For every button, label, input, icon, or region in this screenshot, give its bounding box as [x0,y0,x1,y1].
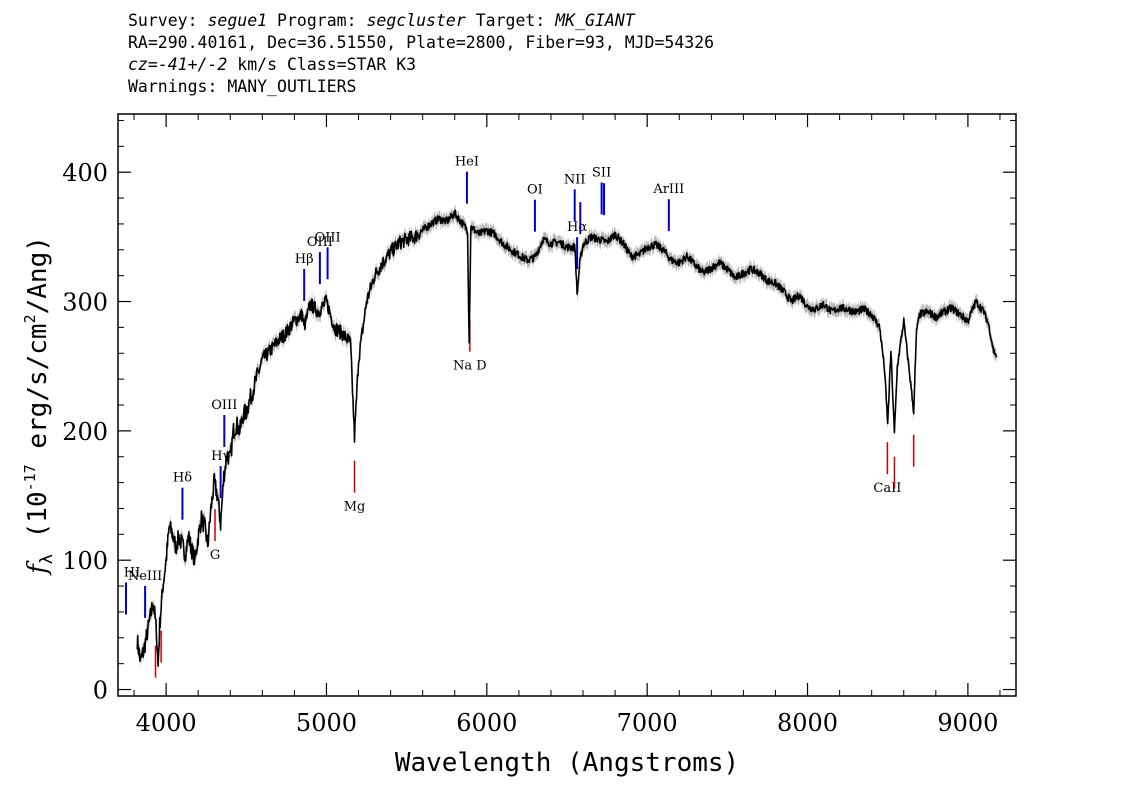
y-tick-label: 300 [62,289,108,317]
y-tick-label: 100 [62,547,108,575]
emission-line-label: Hδ [173,471,192,486]
emission-line-label: OIII [307,235,333,250]
header-line-1: Survey: segue1 Program: segcluster Targe… [128,10,714,32]
emission-line-label: OIII [211,398,237,413]
emission-line-label: HeI [455,155,479,170]
absorption-line-label: CaII [873,481,901,496]
target-label: Target: [475,11,546,30]
absorption-line-label: G [210,548,220,563]
axis-ticks: 4000 5000 6000 7000 8000 9000 0 100 200 300 400 [62,114,1016,737]
emission-line-label: NII [564,172,586,187]
survey-value: segue1 [207,11,268,30]
spectrum-series-line [136,209,998,667]
spectrum-header: Survey: segue1 Program: segcluster Targe… [128,10,714,98]
y-axis-title-text: fλ (10-17 erg/s/cm2/Ang) [21,236,57,576]
x-axis-title: Wavelength (Angstroms) [395,748,739,778]
emission-line-label: OI [527,183,543,198]
program-label: Program: [277,11,357,30]
x-tick-label: 7000 [617,709,678,737]
target-value: MK_GIANT [555,11,635,30]
error-band [137,203,997,673]
survey-label: Survey: [128,11,198,30]
header-line-2: RA=290.40161, Dec=36.51550, Plate=2800, … [128,33,715,52]
x-tick-label: 5000 [296,709,357,737]
warnings-line: Warnings: MANY_OUTLIERS [128,77,357,96]
y-tick-label: 400 [62,159,108,187]
absorption-line-label: Mg [344,500,366,515]
emission-line-label: OIII [315,230,341,245]
x-tick-label: 8000 [777,709,838,737]
y-axis-title: fλ (10-17 erg/s/cm2/Ang) [21,236,57,576]
y-tick-label: 200 [62,418,108,446]
emission-line-label: SII [592,165,611,180]
x-tick-label: 6000 [456,709,517,737]
emission-line-label: HI [124,566,140,581]
header-line-3: cz=-41+/-2 km/s Class=STAR K3 [128,54,714,76]
x-tick-label: 4000 [136,709,197,737]
emission-line-label: NeIII [128,569,162,584]
emission-line-label: Hβ [295,252,314,267]
class-text: km/s Class=STAR K3 [227,55,417,74]
program-value: segcluster [366,11,466,30]
emission-line-label: ArIII [652,182,684,197]
cz-value: -41+/-2 [157,55,228,74]
emission-line-label: Hα [567,220,587,235]
y-tick-label: 0 [93,677,108,705]
cz-label: cz= [128,55,158,74]
x-tick-label: 9000 [937,709,998,737]
absorption-line-label: Na D [453,359,487,374]
